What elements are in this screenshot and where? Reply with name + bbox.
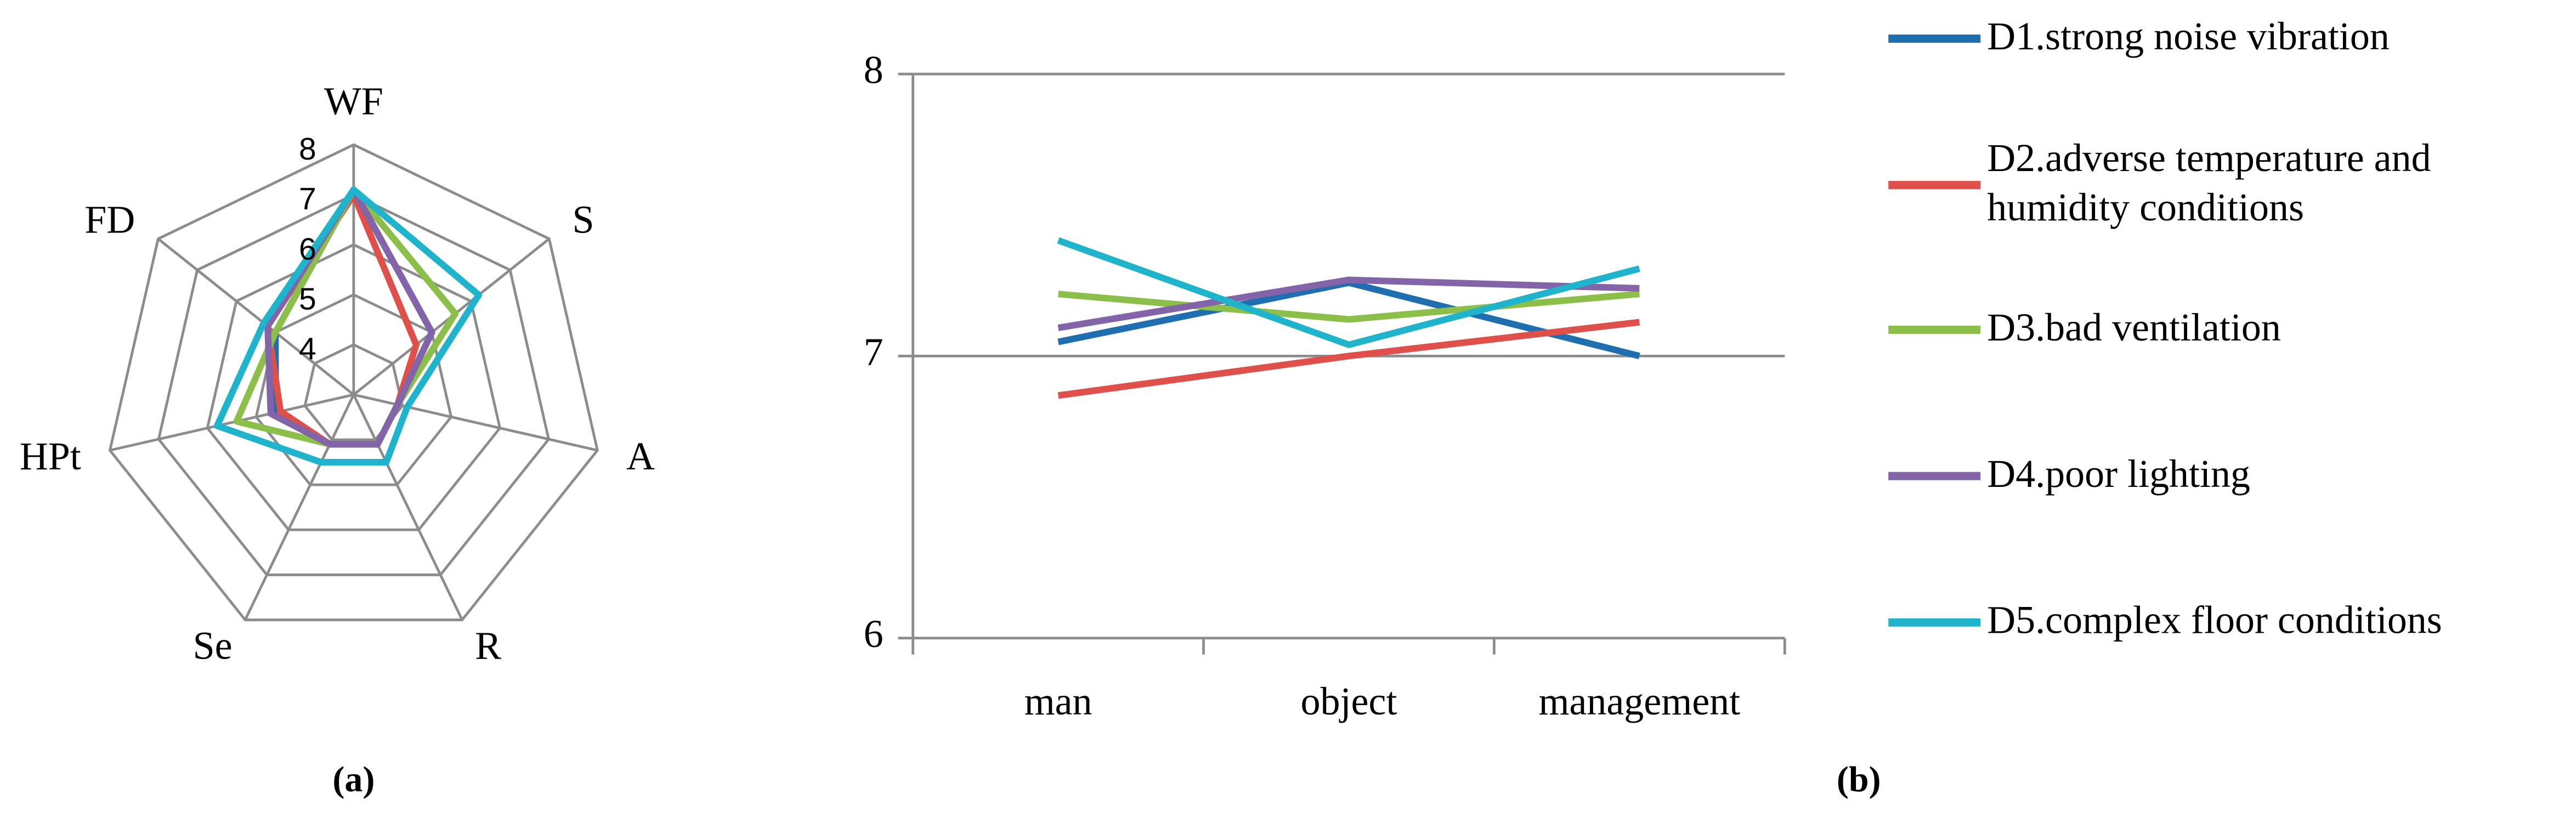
caption: (b) bbox=[1837, 759, 1881, 799]
axis-spoke bbox=[352, 394, 463, 621]
r-tick-label: 4 bbox=[299, 332, 316, 367]
x-tick-label: man bbox=[1024, 679, 1092, 723]
y-tick-label: 7 bbox=[864, 330, 884, 374]
axis-spoke bbox=[109, 393, 354, 452]
legend-swatch bbox=[1888, 617, 1981, 626]
axis-label: A bbox=[626, 434, 655, 478]
r-tick-label: 8 bbox=[299, 132, 316, 167]
series-polygon bbox=[264, 186, 435, 448]
legend-swatch bbox=[1888, 180, 1981, 189]
grid-ring bbox=[303, 343, 404, 441]
legend-item: D1.strong noise vibration bbox=[1888, 13, 2576, 63]
axis-spoke bbox=[244, 394, 355, 621]
series-line bbox=[1057, 319, 1640, 399]
legend-item: D5.complex floor conditions bbox=[1888, 597, 2576, 646]
legend-swatch bbox=[1888, 325, 1981, 333]
grid-ring bbox=[206, 243, 502, 531]
legend-swatch bbox=[1888, 33, 1981, 42]
caption: (a) bbox=[332, 759, 375, 799]
axis-label: FD bbox=[84, 197, 135, 241]
legend-swatch bbox=[1888, 471, 1981, 480]
r-tick-label: 5 bbox=[299, 282, 316, 317]
legend-label: D4.poor lighting bbox=[1987, 453, 2251, 497]
legend-label: D1.strong noise vibration bbox=[1987, 16, 2390, 59]
r-tick-label: 6 bbox=[299, 231, 316, 266]
legend-item: D3.bad ventilation bbox=[1888, 304, 2576, 354]
axis-label: R bbox=[475, 624, 501, 668]
series-line bbox=[1057, 276, 1640, 331]
legend-item: D2.adverse temperature and humidity cond… bbox=[1888, 135, 2576, 234]
r-tick-label: 7 bbox=[299, 181, 316, 217]
legend-label: D2.adverse temperature and humidity cond… bbox=[1987, 138, 2431, 230]
axis-label: Se bbox=[193, 624, 233, 668]
y-tick-label: 6 bbox=[864, 612, 884, 656]
series-line bbox=[1057, 237, 1640, 348]
axis-label: WF bbox=[324, 79, 383, 123]
x-tick-label: management bbox=[1538, 679, 1740, 723]
axis-label: S bbox=[572, 197, 594, 241]
axis-spoke bbox=[157, 237, 355, 396]
grid-ring bbox=[108, 143, 599, 621]
series-line bbox=[1058, 291, 1640, 323]
grid-ring bbox=[157, 193, 551, 576]
series-polygon bbox=[213, 186, 482, 466]
y-tick-label: 8 bbox=[864, 48, 884, 92]
x-tick-label: object bbox=[1300, 679, 1397, 723]
legend-item: D4.poor lighting bbox=[1888, 451, 2576, 500]
legend-label: D3.bad ventilation bbox=[1987, 307, 2281, 350]
legend-label: D5.complex floor conditions bbox=[1987, 600, 2442, 643]
axis-label: HPt bbox=[20, 434, 81, 478]
